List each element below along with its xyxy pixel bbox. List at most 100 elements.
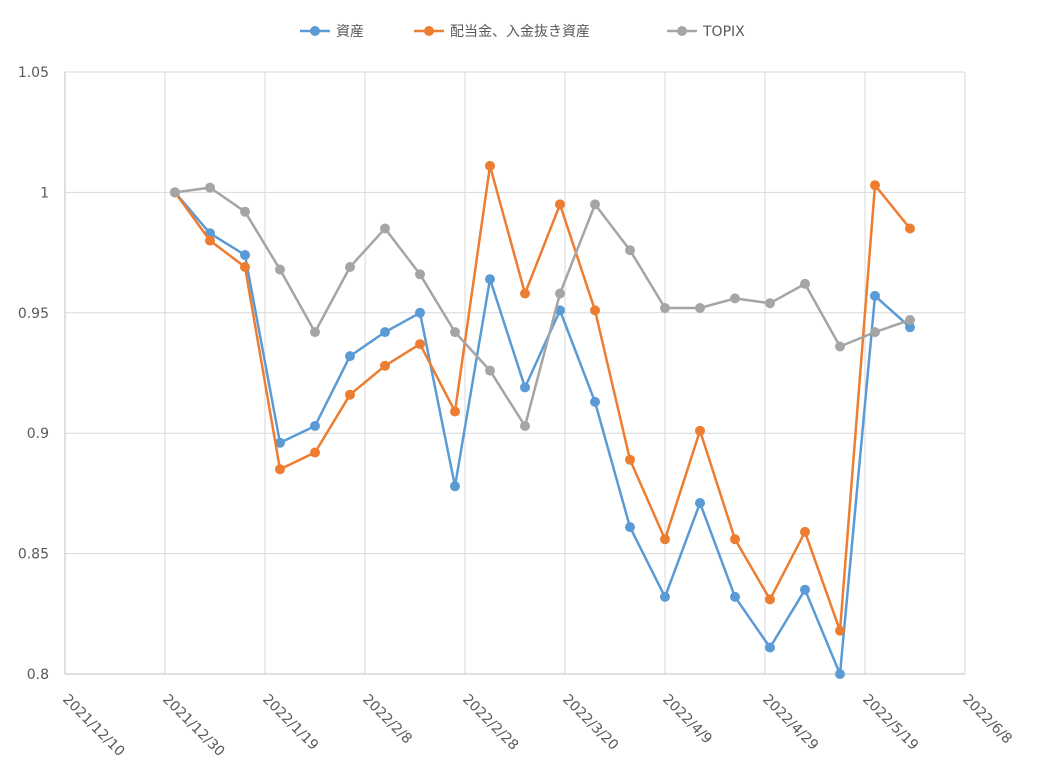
data-point <box>450 406 460 417</box>
data-point <box>695 498 705 508</box>
data-point <box>520 382 530 393</box>
data-point <box>765 298 775 309</box>
data-point <box>765 642 775 653</box>
data-point <box>485 274 495 285</box>
legend-label: TOPIX <box>702 24 745 40</box>
data-point <box>695 425 705 436</box>
data-point <box>660 303 670 313</box>
x-tick-label: 2022/3/20 <box>559 692 621 754</box>
x-tick-label: 2022/6/8 <box>959 692 1015 748</box>
data-point <box>625 522 635 533</box>
data-point <box>240 250 250 260</box>
data-point <box>660 591 670 602</box>
x-tick-label: 2022/2/28 <box>459 692 521 754</box>
data-point <box>240 206 250 217</box>
data-point <box>310 421 320 431</box>
x-tick-label: 2022/5/19 <box>859 692 921 754</box>
x-tick-label: 2022/2/8 <box>359 692 415 748</box>
data-point <box>310 327 320 338</box>
data-point <box>345 351 355 362</box>
data-point <box>240 262 250 272</box>
legend-item: 資産 <box>300 24 364 40</box>
data-point <box>730 534 740 545</box>
data-point <box>625 454 635 465</box>
data-point <box>555 199 565 210</box>
data-point <box>450 481 460 492</box>
data-point <box>800 526 810 537</box>
axes <box>64 72 965 675</box>
data-point <box>555 288 565 299</box>
data-point <box>590 396 600 407</box>
data-point <box>835 341 845 352</box>
data-point <box>590 305 600 316</box>
data-point <box>310 447 320 458</box>
data-point <box>275 464 285 475</box>
data-point <box>485 365 495 376</box>
data-point <box>835 669 845 679</box>
data-point <box>730 293 740 304</box>
data-point <box>590 199 600 210</box>
legend-item: TOPIX <box>667 24 745 40</box>
y-tick-label: 0.8 <box>27 667 49 683</box>
x-axis-tick-labels: 2021/12/10 2021/12/30 2022/1/19 2022/2/8 202… <box>59 692 1015 760</box>
data-point <box>870 327 880 338</box>
data-point <box>450 327 460 338</box>
data-point <box>835 625 845 636</box>
data-point <box>660 534 670 545</box>
data-point <box>520 288 530 299</box>
y-axis-tick-labels: 0.8 0.85 0.9 0.95 1 1.05 <box>18 65 49 683</box>
data-point <box>765 594 775 605</box>
data-point <box>905 322 915 333</box>
legend-label: 資産 <box>336 24 364 40</box>
legend-marker <box>310 26 320 36</box>
data-point <box>415 307 425 318</box>
gridlines <box>65 71 966 674</box>
series-2 <box>170 182 915 431</box>
y-tick-label: 0.85 <box>18 547 49 563</box>
data-point <box>415 339 425 350</box>
y-tick-label: 1 <box>40 185 49 201</box>
data-point <box>380 327 390 338</box>
data-point <box>870 290 880 301</box>
series-line <box>173 164 911 632</box>
data-point <box>730 591 740 602</box>
data-point <box>415 269 425 280</box>
data-point <box>345 262 355 272</box>
data-point <box>380 360 390 371</box>
data-point <box>485 160 495 171</box>
series-line <box>174 191 911 676</box>
data-point <box>275 264 285 275</box>
series-line <box>174 186 911 428</box>
data-point <box>275 437 285 448</box>
data-point <box>205 182 215 193</box>
legend-item: 配当金、入金抜き資産 <box>414 24 590 40</box>
data-point <box>870 180 880 191</box>
data-point <box>520 421 530 431</box>
x-tick-label: 2022/4/29 <box>759 692 821 754</box>
data-point <box>345 389 355 400</box>
series-layer <box>170 160 915 679</box>
data-point <box>800 278 810 289</box>
legend-label: 配当金、入金抜き資産 <box>450 24 590 40</box>
legend: 資産 配当金、入金抜き資産 TOPIX <box>300 24 745 40</box>
legend-marker <box>677 26 687 36</box>
series-1 <box>170 160 915 636</box>
data-point <box>555 305 565 316</box>
y-tick-label: 0.95 <box>18 306 49 322</box>
data-point <box>170 187 180 198</box>
legend-marker <box>424 26 434 36</box>
x-tick-label: 2022/1/19 <box>259 692 321 754</box>
x-tick-label: 2021/12/10 <box>59 692 127 760</box>
data-point <box>205 235 215 246</box>
data-point <box>380 223 390 234</box>
y-tick-label: 0.9 <box>27 426 49 442</box>
x-tick-label: 2022/4/9 <box>659 692 715 748</box>
data-point <box>800 584 810 595</box>
x-tick-label: 2021/12/30 <box>159 692 227 760</box>
data-point <box>905 223 915 234</box>
data-point <box>905 315 915 325</box>
y-tick-label: 1.05 <box>18 65 49 81</box>
data-point <box>625 245 635 256</box>
